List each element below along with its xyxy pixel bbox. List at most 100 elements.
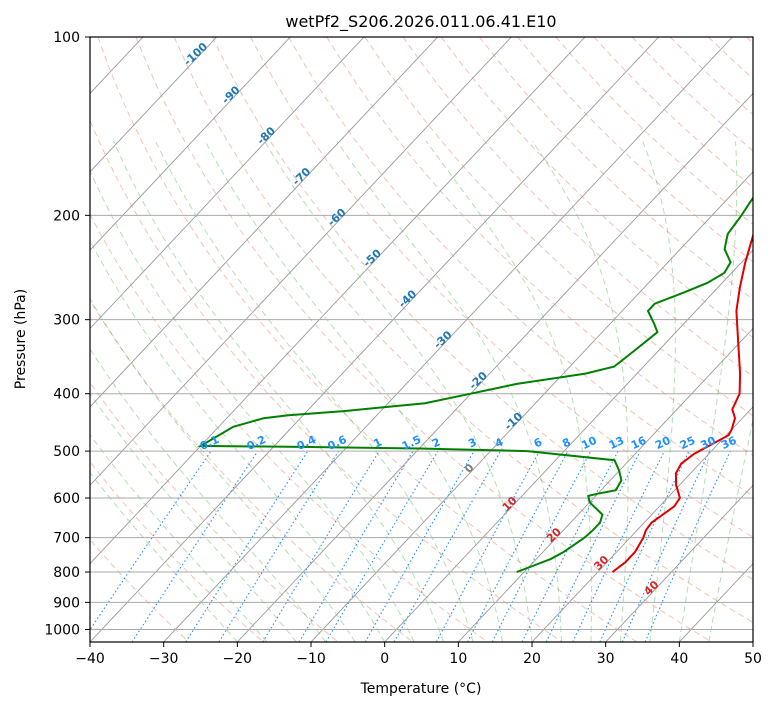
y-tick-label: 300 [53,313,80,329]
isotherm-line [90,37,439,408]
mixing-ratio-label: 6 [532,435,545,450]
mixing-ratio-label: 13 [607,434,626,452]
isotherm-line [90,37,512,486]
dry-adiabat-line [479,37,753,300]
dewpoint-profile-line [197,196,753,573]
mixing-ratio-label: 36 [719,434,739,452]
mixing-ratio-label: 0.4 [295,433,318,453]
isotherm-line [384,249,753,642]
isotherm-line [90,37,291,251]
mixing-ratio-label: 10 [580,434,600,452]
dry-adiabat-line [402,37,753,377]
moist-adiabat-line [642,141,676,642]
isotherm-line [531,406,753,642]
plot-frame [89,36,754,643]
dry-adiabat-line [708,37,753,80]
isotherm-line [310,171,753,642]
mixing-ratio-line [545,450,641,642]
dry-adiabat-line [288,37,753,497]
dry-adiabat-line [135,37,712,642]
dry-adiabat-line [593,37,753,189]
isotherm-line [90,37,365,330]
dry-adiabat-line [90,461,264,642]
mixing-ratio-label: 20 [653,434,673,452]
x-tick-label: 10 [449,651,467,667]
isotherm-label: -60 [325,206,349,229]
isoline-labels: -100-90-80-70-60-50-40-30-20-100.1 0.2 0.4… [181,40,739,598]
moist-adiabat-line [90,169,415,642]
y-tick-label: 800 [53,565,80,581]
dry-adiabat-line [90,119,563,642]
y-tick-label: 200 [53,208,80,224]
isotherm-line [605,484,753,642]
moist-adiabat-line [90,433,268,642]
x-tick-label: −40 [75,651,105,667]
isotherm-line [237,92,753,642]
dry-adiabat-line [97,37,638,642]
mixing-ratio-line [467,450,569,642]
mixing-ratio-line [218,450,340,642]
y-tick-label: 1000 [44,622,80,638]
mixing-ratio-label: 0.6 [326,433,349,453]
isotherm-label: -100 [181,40,210,69]
moist-adiabat-line [113,141,445,642]
isotherm-label: -30 [431,328,455,351]
x-tick-label: 30 [597,651,615,667]
profile-lines [197,196,753,573]
x-tick-label: 20 [523,651,541,667]
moist-adiabat-label: 10 [500,494,520,514]
mixing-ratio-line [644,450,731,642]
isotherm-line [0,37,69,642]
y-tick-label: 400 [53,387,80,403]
y-tick-label: 100 [53,30,80,46]
mixing-ratio-line [435,450,540,642]
moist-adiabat-line [155,141,474,642]
x-axis-label: Temperature (°C) [360,681,482,697]
x-tick-label: −20 [223,651,253,667]
mixing-ratio-line [185,450,309,642]
dry-adiabat-line [173,37,753,624]
mixing-ratio-line [131,450,259,642]
dry-adiabat-line [669,37,753,116]
mixing-ratio-label: 25 [678,434,697,452]
y-tick-label: 900 [53,595,80,611]
isotherm-line [163,37,733,642]
dry-adiabat-line [90,213,488,642]
y-axis-label: Pressure (hPa) [13,289,29,389]
moist-adiabat-label: 30 [591,553,611,573]
y-tick-label: 700 [53,531,80,547]
dry-adiabat-line [440,37,753,339]
mixing-ratio-line [364,450,475,642]
isotherm-label: -40 [396,287,420,310]
mixing-ratio-line [325,450,439,642]
dry-adiabat-line [90,381,339,642]
dry-adiabat-line [746,37,753,44]
x-tick-label: −10 [296,651,326,667]
mixing-ratio-line [262,450,380,642]
x-tick-label: 0 [380,651,389,667]
moist-adiabat-label: 20 [544,525,564,545]
dry-adiabat-line [90,299,414,642]
dry-adiabat-line [90,539,190,642]
temperature-profile-line [611,232,753,573]
mixing-ratio-label: 30 [698,434,718,452]
isotherm-label: -10 [502,410,526,433]
mixing-ratio-label: 16 [629,434,649,452]
moist-adiabat-label: 40 [641,578,661,598]
axis-ticks: −40 −30 −20 −10 0 10 20 30 40 5010020030040050060… [44,30,762,667]
isotherm-label: -80 [255,124,279,147]
mixing-ratio-label: 1.5 [400,433,423,453]
moist-adiabat-line [90,348,327,642]
moist-adiabat-line [678,141,738,642]
mixing-ratio-line [90,450,212,631]
isotherm-label: -70 [290,165,314,188]
x-tick-label: 40 [670,651,688,667]
isotherm-label: -50 [361,246,385,269]
x-tick-label: 50 [744,651,762,667]
mixing-ratio-line [621,450,711,642]
dry-adiabat-line [364,37,753,417]
y-tick-label: 600 [53,491,80,507]
dry-adiabat-line [517,37,753,263]
